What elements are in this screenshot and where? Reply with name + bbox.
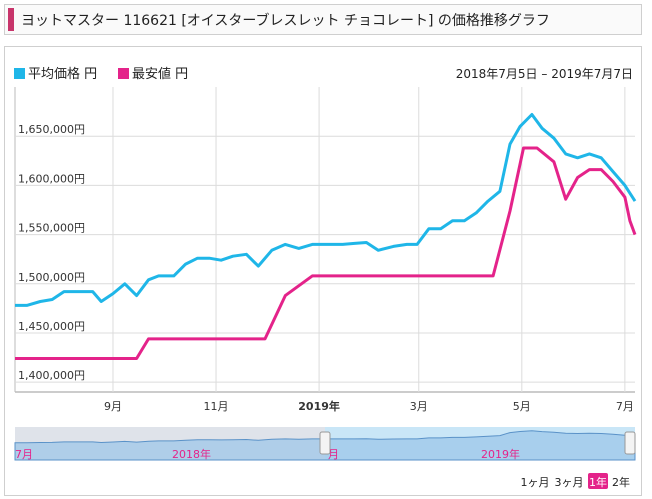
range-button-2y[interactable]: 2年 [612,475,630,489]
x-tick-label: 3月 [410,400,428,413]
navigator-handle-right[interactable] [624,431,636,455]
y-tick-label: 1,550,000円 [18,222,85,235]
x-tick-label: 5月 [513,400,531,413]
x-tick-label: 7月 [616,400,634,413]
navigator-month-label-start: 7月 [15,448,33,461]
header-accent-bar [8,8,14,31]
y-tick-label: 1,500,000円 [18,271,85,284]
range-button-3m[interactable]: 3ヶ月 [555,476,584,489]
grid [14,87,635,393]
legend-avg-swatch [14,68,25,79]
x-tick-label: 2019年 [298,399,340,413]
navigator-year-label-2019: 2019年 [481,447,520,461]
y-axis-ticks: 1,400,000円 1,450,000円 1,500,000円 1,550,000円… [18,123,85,382]
page-header: ヨットマスター 116621 [オイスターブレスレット チョコレート] の価格推… [4,4,642,35]
date-range-label: 2018年7月5日 – 2019年7月7日 [456,67,633,81]
y-tick-label: 1,450,000円 [18,320,85,333]
y-tick-label: 1,400,000円 [18,369,85,382]
navigator-handle-left[interactable] [319,431,331,455]
x-axis-ticks: 9月 11月 2019年 3月 5月 7月 [104,399,634,413]
legend-avg-label[interactable]: 平均価格 円 [28,66,97,82]
price-chart: 平均価格 円 最安値 円 2018年7月5日 – 2019年7月7日 1,400… [14,66,637,489]
x-tick-label: 11月 [204,400,229,413]
y-tick-label: 1,650,000円 [18,123,85,136]
series [15,113,637,360]
y-tick-label: 1,600,000円 [18,172,85,185]
legend-min-swatch [118,68,129,79]
range-navigator[interactable]: 7月 月 2018年 2019年 [14,427,636,461]
chart-panel: 平均価格 円 最安値 円 2018年7月5日 – 2019年7月7日 1,400… [4,46,642,496]
range-button-1m[interactable]: 1ヶ月 [521,476,550,489]
range-selector: 1ヶ月 3ヶ月 1年 2年 [521,473,630,489]
navigator-year-label-2018: 2018年 [172,447,211,461]
range-button-1y-highlight [588,473,608,489]
avg-price-line [15,113,637,307]
range-button-1y[interactable]: 1年 [589,475,607,489]
min-price-line [15,146,637,360]
legend-min-label[interactable]: 最安値 円 [132,66,188,82]
navigator-month-label-mid: 月 [328,448,339,461]
page-title: ヨットマスター 116621 [オイスターブレスレット チョコレート] の価格推… [21,13,550,29]
x-tick-label: 9月 [104,400,122,413]
